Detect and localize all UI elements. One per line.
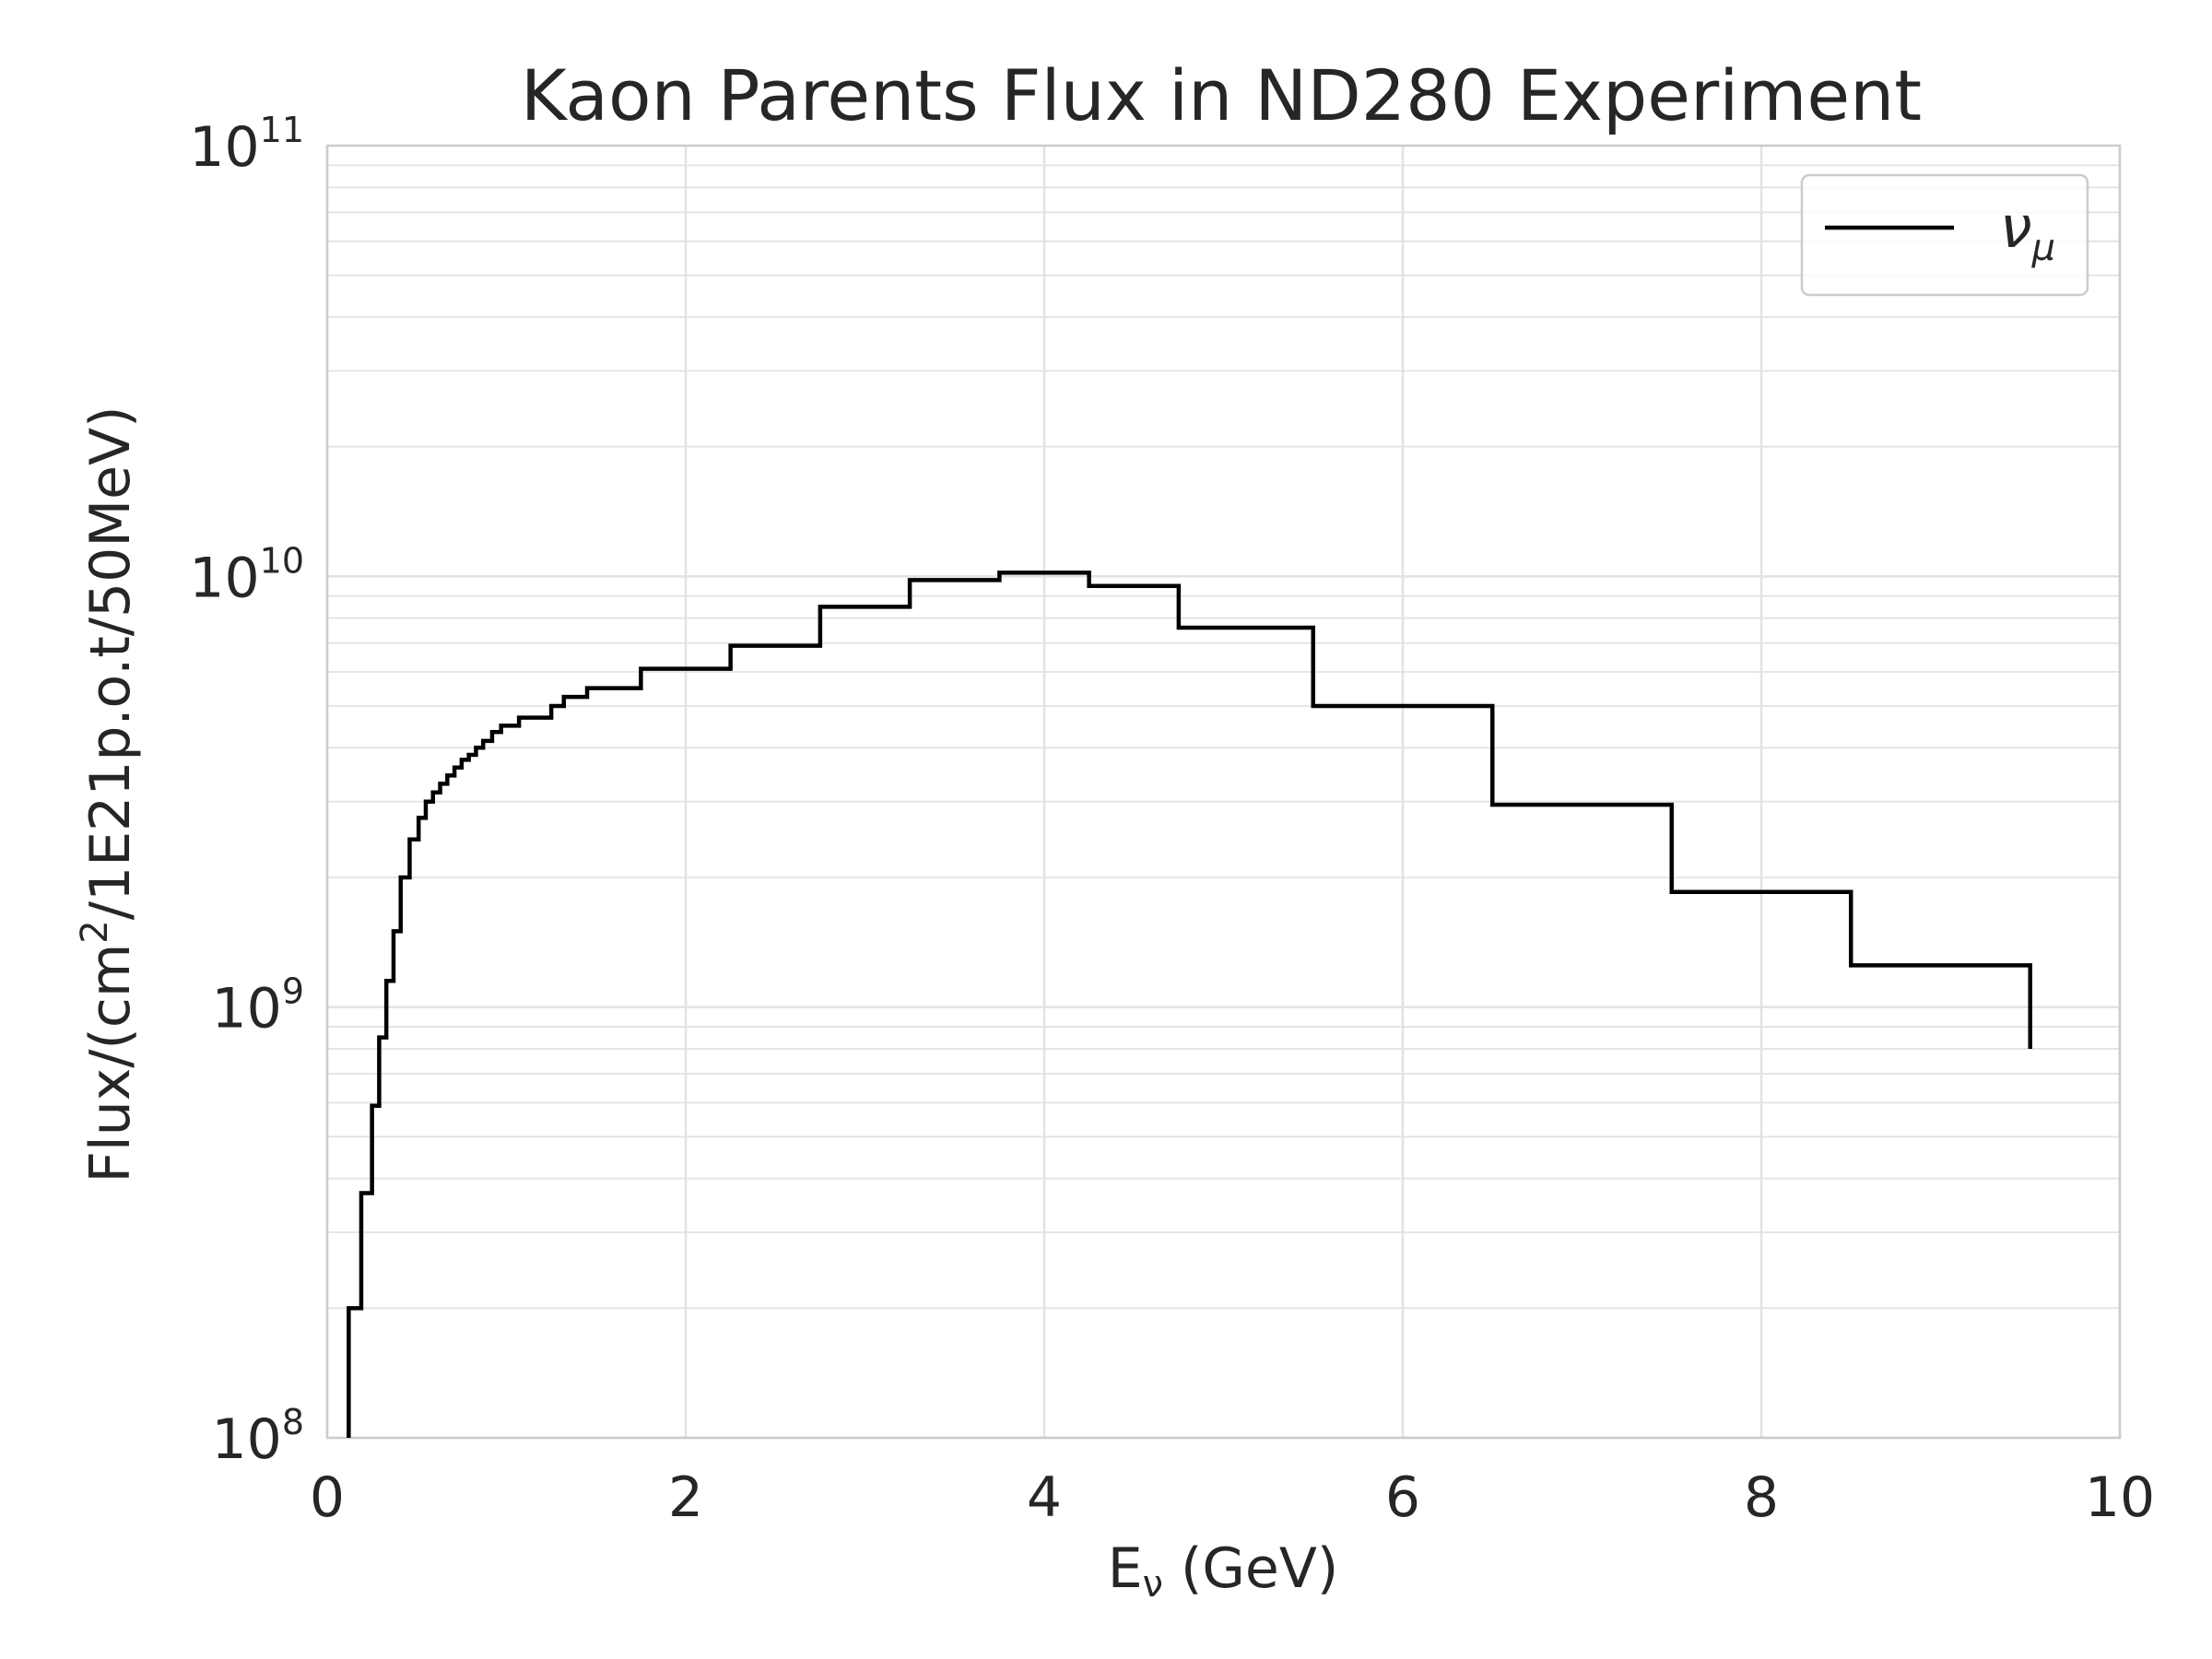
plot-frame	[325, 144, 2122, 1440]
legend-box	[1800, 173, 2089, 297]
x-tick-label: 2	[668, 1465, 703, 1530]
y-tick-label: 1011	[189, 110, 304, 180]
chart-title: Kaon Parents Flux in ND280 Experiment	[521, 54, 1922, 136]
legend-label-nu-mu: νμ	[2000, 194, 2055, 269]
x-tick-label: 0	[310, 1465, 345, 1530]
y-tick-label: 1010	[189, 540, 304, 610]
x-tick-label: 6	[1385, 1465, 1420, 1530]
series-nu-mu-line	[347, 571, 2032, 1438]
y-axis-label: Flux/(cm2/1E21p.o.t/50MeV)	[74, 406, 143, 1183]
legend: νμ	[1800, 173, 2089, 297]
y-tick-label: 108	[211, 1402, 304, 1472]
x-tick-labels: 0 2 4 6 8 10	[310, 1465, 2155, 1530]
y-tick-label: 109	[211, 971, 304, 1041]
y-tick-labels: 108 109 1010 1011	[189, 110, 304, 1472]
x-tick-label: 4	[1027, 1465, 1062, 1530]
x-tick-label: 10	[2085, 1465, 2155, 1530]
x-tick-label: 8	[1744, 1465, 1779, 1530]
grid-lines	[325, 146, 2122, 1440]
x-axis-label: Eν (GeV)	[1108, 1536, 1339, 1606]
